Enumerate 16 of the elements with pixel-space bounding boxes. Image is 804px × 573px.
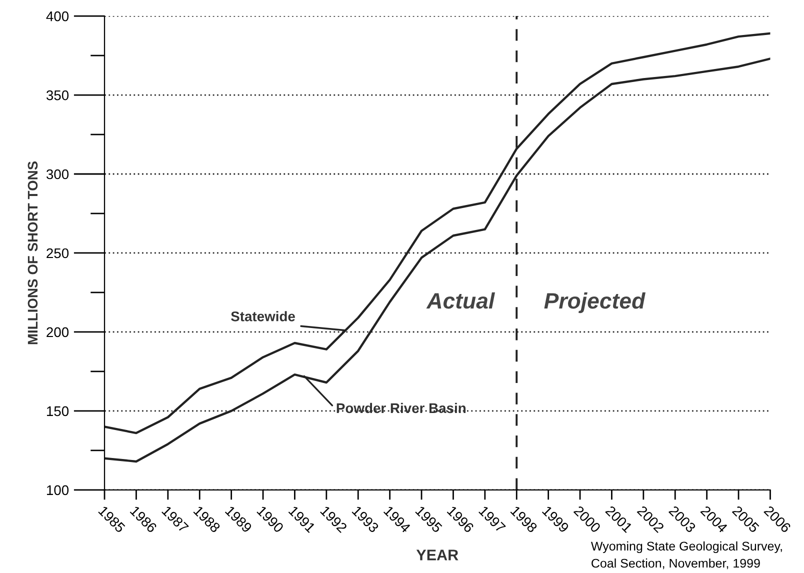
y-tick-label: 400	[46, 11, 69, 22]
y-tick-label: 200	[46, 327, 69, 338]
x-tick-label: 1997	[478, 506, 506, 534]
y-axis-title: MILLIONS OF SHORT TONS	[28, 161, 38, 344]
annotation: Projected	[544, 292, 646, 314]
y-tick-label: 300	[46, 169, 69, 180]
y-tick-label: 150	[46, 406, 69, 416]
text: Wyoming State Geological Survey, Coal Section, November, 1999	[590, 541, 782, 570]
y-tick-label: 100	[46, 485, 69, 496]
y-tick-label: 350	[46, 90, 69, 100]
series-label: Statewide	[231, 311, 295, 322]
series-label: Powder River Basin	[336, 402, 466, 414]
x-tick-label: 1987	[161, 506, 190, 534]
y-tick-label: 250	[46, 248, 69, 258]
annotation: Actual	[426, 292, 496, 309]
x-axis-title: YEAR	[416, 550, 458, 560]
